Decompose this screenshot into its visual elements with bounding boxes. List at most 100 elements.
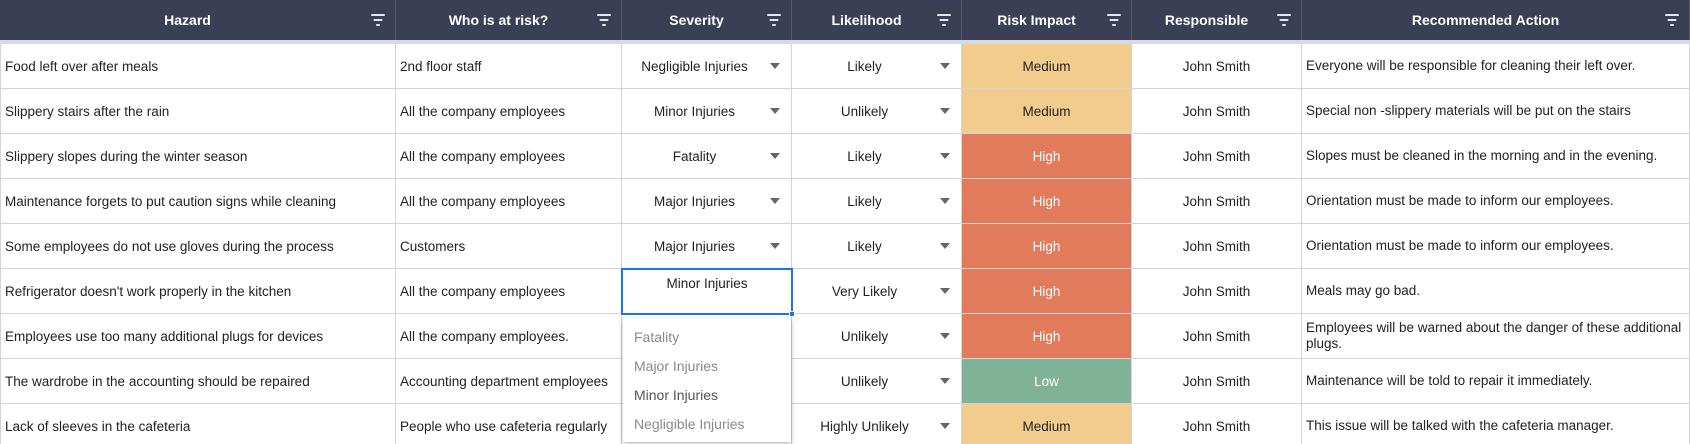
filter-icon[interactable] bbox=[1664, 13, 1680, 27]
chevron-down-icon[interactable] bbox=[940, 333, 950, 339]
chevron-down-icon[interactable] bbox=[940, 378, 950, 384]
cell-who-at-risk-text: Accounting department employees bbox=[400, 373, 608, 389]
cell-hazard[interactable]: Slippery slopes during the winter season bbox=[0, 134, 396, 178]
cell-severity[interactable] bbox=[622, 314, 792, 358]
cell-responsible[interactable]: John Smith bbox=[1132, 359, 1302, 403]
cell-likelihood[interactable]: Likely bbox=[792, 134, 962, 178]
cell-recommended-action[interactable]: Employees will be warned about the dange… bbox=[1302, 314, 1690, 358]
cell-severity[interactable]: Major Injuries bbox=[622, 224, 792, 268]
cell-hazard-text: Slippery slopes during the winter season bbox=[5, 148, 248, 164]
cell-likelihood[interactable]: Highly Unlikely bbox=[792, 404, 962, 444]
cell-risk-impact[interactable]: High bbox=[962, 314, 1132, 358]
chevron-down-icon[interactable] bbox=[940, 153, 950, 159]
cell-responsible[interactable]: John Smith bbox=[1132, 314, 1302, 358]
dropdown-option[interactable]: Major Injuries bbox=[634, 357, 719, 374]
cell-responsible[interactable]: John Smith bbox=[1132, 224, 1302, 268]
chevron-down-icon[interactable] bbox=[770, 108, 780, 114]
cell-likelihood[interactable]: Likely bbox=[792, 44, 962, 88]
cell-who-at-risk[interactable]: People who use cafeteria regularly bbox=[396, 404, 622, 444]
cell-severity[interactable]: Negligible Injuries bbox=[622, 44, 792, 88]
table-row: The wardrobe in the accounting should be… bbox=[0, 359, 1690, 404]
chevron-down-icon[interactable] bbox=[940, 288, 950, 294]
cell-recommended-action-text: Meals may go bad. bbox=[1306, 283, 1421, 298]
cell-hazard[interactable]: Food left over after meals bbox=[0, 44, 396, 88]
cell-who-at-risk[interactable]: All the company employees. bbox=[396, 314, 622, 358]
cell-who-at-risk[interactable]: All the company employees bbox=[396, 179, 622, 223]
cell-responsible-text: John Smith bbox=[1182, 328, 1251, 344]
filter-icon[interactable] bbox=[766, 13, 782, 27]
cell-responsible-text: John Smith bbox=[1182, 148, 1251, 164]
column-header-label: Responsible bbox=[1164, 12, 1249, 28]
cell-recommended-action[interactable]: Everyone will be responsible for cleanin… bbox=[1302, 44, 1690, 88]
cell-recommended-action[interactable]: Special non -slippery materials will be … bbox=[1302, 89, 1690, 133]
cell-who-at-risk[interactable]: Accounting department employees bbox=[396, 359, 622, 403]
cell-hazard[interactable]: Maintenance forgets to put caution signs… bbox=[0, 179, 396, 223]
cell-likelihood[interactable]: Unlikely bbox=[792, 314, 962, 358]
cell-likelihood[interactable]: Unlikely bbox=[792, 359, 962, 403]
cell-hazard[interactable]: Some employees do not use gloves during … bbox=[0, 224, 396, 268]
cell-who-at-risk[interactable]: All the company employees bbox=[396, 269, 622, 313]
cell-severity[interactable]: Minor Injuries bbox=[622, 89, 792, 133]
cell-hazard[interactable]: Employees use too many additional plugs … bbox=[0, 314, 396, 358]
dropdown-option[interactable]: Negligible Injuries bbox=[634, 415, 745, 432]
cell-risk-impact[interactable]: High bbox=[962, 134, 1132, 178]
cell-hazard-text: Some employees do not use gloves during … bbox=[5, 238, 334, 254]
cell-risk-impact[interactable]: High bbox=[962, 224, 1132, 268]
cell-risk-impact[interactable]: Medium bbox=[962, 89, 1132, 133]
chevron-down-icon[interactable] bbox=[940, 63, 950, 69]
cell-risk-impact[interactable]: Medium bbox=[962, 404, 1132, 444]
cell-severity[interactable]: Major Injuries bbox=[622, 179, 792, 223]
cell-responsible[interactable]: John Smith bbox=[1132, 134, 1302, 178]
chevron-down-icon[interactable] bbox=[940, 423, 950, 429]
chevron-down-icon[interactable] bbox=[770, 243, 780, 249]
cell-responsible[interactable]: John Smith bbox=[1132, 404, 1302, 444]
cell-severity[interactable] bbox=[622, 404, 792, 444]
chevron-down-icon[interactable] bbox=[770, 198, 780, 204]
cell-hazard[interactable]: Lack of sleeves in the cafeteria bbox=[0, 404, 396, 444]
cell-responsible[interactable]: John Smith bbox=[1132, 269, 1302, 313]
cell-likelihood[interactable]: Very Likely bbox=[792, 269, 962, 313]
cell-severity[interactable]: Fatality bbox=[622, 134, 792, 178]
chevron-down-icon[interactable] bbox=[940, 108, 950, 114]
cell-responsible[interactable]: John Smith bbox=[1132, 89, 1302, 133]
cell-hazard-text: Lack of sleeves in the cafeteria bbox=[5, 418, 191, 434]
cell-recommended-action[interactable]: Orientation must be made to inform our e… bbox=[1302, 224, 1690, 268]
cell-hazard[interactable]: Slippery stairs after the rain bbox=[0, 89, 396, 133]
cell-who-at-risk[interactable]: All the company employees bbox=[396, 134, 622, 178]
cell-recommended-action[interactable]: Slopes must be cleaned in the morning an… bbox=[1302, 134, 1690, 178]
chevron-down-icon[interactable] bbox=[770, 63, 780, 69]
cell-who-at-risk[interactable]: 2nd floor staff bbox=[396, 44, 622, 88]
filter-icon[interactable] bbox=[596, 13, 612, 27]
cell-hazard[interactable]: Refrigerator doesn't work properly in th… bbox=[0, 269, 396, 313]
table-body: Food left over after meals 2nd floor staf… bbox=[0, 44, 1690, 444]
cell-risk-impact[interactable]: High bbox=[962, 269, 1132, 313]
cell-responsible[interactable]: John Smith bbox=[1132, 44, 1302, 88]
dropdown-option[interactable]: Minor Injuries bbox=[634, 386, 719, 403]
filter-icon[interactable] bbox=[370, 13, 386, 27]
cell-hazard[interactable]: The wardrobe in the accounting should be… bbox=[0, 359, 396, 403]
dropdown-option[interactable]: Fatality bbox=[634, 328, 680, 345]
cell-risk-impact[interactable]: Medium bbox=[962, 44, 1132, 88]
cell-recommended-action[interactable]: Maintenance will be told to repair it im… bbox=[1302, 359, 1690, 403]
cell-likelihood[interactable]: Likely bbox=[792, 224, 962, 268]
filter-icon[interactable] bbox=[1276, 13, 1292, 27]
cell-risk-impact[interactable]: High bbox=[962, 179, 1132, 223]
chevron-down-icon[interactable] bbox=[770, 153, 780, 159]
filter-icon[interactable] bbox=[1106, 13, 1122, 27]
filter-icon[interactable] bbox=[936, 13, 952, 27]
cell-recommended-action[interactable]: This issue will be talked with the cafet… bbox=[1302, 404, 1690, 444]
cell-who-at-risk[interactable]: All the company employees bbox=[396, 89, 622, 133]
chevron-down-icon[interactable] bbox=[940, 243, 950, 249]
fill-handle[interactable] bbox=[789, 311, 795, 317]
cell-who-at-risk[interactable]: Customers bbox=[396, 224, 622, 268]
cell-severity[interactable] bbox=[622, 359, 792, 403]
cell-responsible[interactable]: John Smith bbox=[1132, 179, 1302, 223]
active-cell-editor[interactable]: Minor Injuries bbox=[621, 268, 795, 317]
chevron-down-icon[interactable] bbox=[940, 198, 950, 204]
cell-likelihood[interactable]: Unlikely bbox=[792, 89, 962, 133]
cell-recommended-action[interactable]: Meals may go bad. bbox=[1302, 269, 1690, 313]
cell-recommended-action[interactable]: Orientation must be made to inform our e… bbox=[1302, 179, 1690, 223]
cell-likelihood[interactable]: Likely bbox=[792, 179, 962, 223]
cell-risk-impact[interactable]: Low bbox=[962, 359, 1132, 403]
cell-risk-impact-text: High bbox=[1032, 283, 1061, 299]
